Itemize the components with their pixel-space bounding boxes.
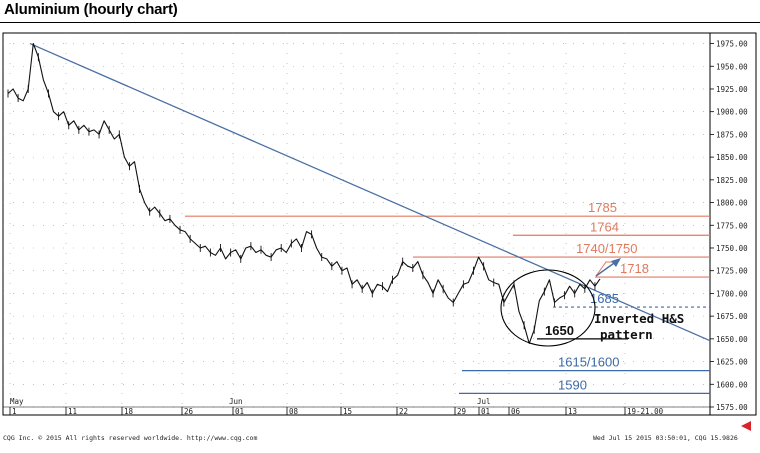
y-tick-label-2: 1925.00	[716, 85, 748, 94]
scroll-right-arrow-icon[interactable]	[741, 421, 751, 431]
x-tick-label-2: 18	[124, 407, 134, 416]
pattern-circle	[500, 269, 596, 347]
level-label-0: 1785	[588, 200, 617, 215]
price-line	[7, 42, 601, 344]
projection-arrow-head	[611, 258, 621, 267]
level-label-3: 1718	[620, 261, 649, 276]
y-tick-label-5: 1850.00	[716, 153, 748, 162]
trendline	[29, 42, 711, 342]
y-tick-label-10: 1725.00	[716, 267, 748, 276]
title-divider	[0, 22, 760, 23]
y-tick-label-16: 1575.00	[716, 403, 748, 412]
x-tick-label-0: 1	[12, 407, 17, 416]
x-tick-label-3: 26	[184, 407, 194, 416]
x-tick-label-10: 06	[511, 407, 521, 416]
annotation-inverted-hs: Inverted H&S	[594, 311, 684, 326]
level-label-7: 1590	[558, 377, 587, 392]
annotation-pattern: pattern	[600, 327, 653, 342]
chart-title: Aluminium (hourly chart)	[4, 1, 178, 18]
footer-left: CQG Inc. © 2015 All rights reserved worl…	[3, 434, 257, 442]
y-tick-label-12: 1675.00	[716, 312, 748, 321]
y-tick-label-9: 1750.00	[716, 244, 748, 253]
footer-right: Wed Jul 15 2015 03:50:01, CQG 15.9826	[593, 434, 738, 442]
y-axis-frame	[709, 32, 757, 416]
y-tick-label-0: 1975.00	[716, 40, 748, 49]
level-label-4: 1685	[590, 291, 619, 306]
price-series	[7, 42, 601, 344]
x-tick-label-9: 01	[481, 407, 490, 416]
y-tick-label-8: 1775.00	[716, 221, 748, 230]
x-tick-label-5: 08	[289, 407, 299, 416]
level-label-1: 1764	[590, 219, 619, 234]
x-tick-label-4: 01	[235, 407, 244, 416]
x-tick-label-12: 19-21.00	[627, 407, 664, 416]
month-label-2: Jul	[477, 397, 491, 406]
month-label-0: May	[10, 397, 24, 406]
grid	[3, 33, 710, 415]
x-tick-label-8: 29	[457, 407, 466, 416]
y-tick-label-7: 1800.00	[716, 199, 748, 208]
y-tick-label-3: 1900.00	[716, 108, 748, 117]
y-tick-label-14: 1625.00	[716, 358, 748, 367]
y-tick-label-4: 1875.00	[716, 130, 748, 139]
y-tick-label-6: 1825.00	[716, 176, 748, 185]
level-label-5: 1650	[545, 323, 574, 338]
month-label-1: Jun	[229, 397, 243, 406]
y-tick-label-13: 1650.00	[716, 335, 748, 344]
y-tick-label-1: 1950.00	[716, 62, 748, 71]
level-label-2: 1740/1750	[576, 241, 637, 256]
y-tick-label-11: 1700.00	[716, 289, 748, 298]
x-tick-label-1: 11	[68, 407, 77, 416]
y-tick-label-15: 1600.00	[716, 380, 748, 389]
y-axis: 1975.00 1950.00 1925.00 1900.00 1875.00 1850.…	[710, 40, 748, 412]
trendline-group	[29, 42, 711, 342]
level-label-6: 1615/1600	[558, 355, 619, 370]
x-tick-label-6: 15	[343, 407, 352, 416]
x-tick-label-7: 22	[399, 407, 408, 416]
x-tick-label-11: 13	[568, 407, 577, 416]
